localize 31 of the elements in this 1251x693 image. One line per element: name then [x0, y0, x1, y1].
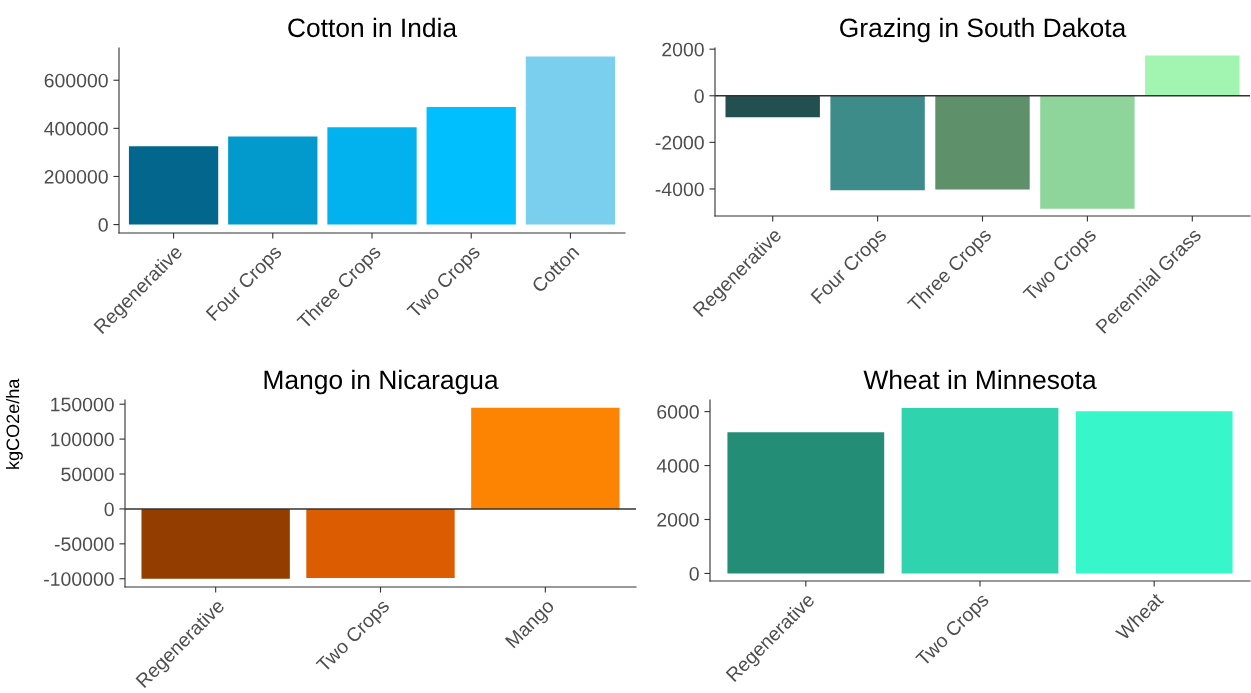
y-tick-label: 2000	[662, 42, 704, 57]
bar	[901, 408, 1059, 574]
bar	[426, 106, 516, 225]
bar	[525, 56, 616, 225]
y-tick-label: 0	[694, 89, 704, 103]
y-tick-label: 0	[689, 566, 699, 581]
chart-title: Cotton in India	[288, 17, 458, 38]
y-tick-label: 200000	[44, 169, 108, 184]
y-tick-label: -100000	[44, 572, 114, 586]
y-tick-label: -4000	[655, 182, 704, 197]
bar	[228, 136, 318, 225]
y-tick-label: 4000	[656, 459, 699, 473]
y-tick-label: 150000	[51, 397, 114, 412]
chart-title: Wheat in Minnesota	[863, 369, 1097, 390]
y-axis-title: kgCO2e/ha	[5, 378, 23, 469]
y-tick-label: 0	[98, 218, 108, 232]
y-tick-label: -2000	[655, 135, 704, 150]
y-tick-label: 0	[104, 502, 114, 517]
y-tick-label: 6000	[657, 405, 699, 419]
chart-title: Grazing in South Dakota	[840, 17, 1127, 43]
bar	[128, 146, 219, 225]
y-tick-label: -50000	[54, 537, 114, 552]
y-tick-label: 600000	[44, 73, 108, 88]
bar	[327, 127, 417, 225]
y-tick-label: 400000	[44, 121, 108, 136]
y-tick-label: 100000	[51, 432, 114, 447]
y-tick-label: 50000	[61, 467, 114, 482]
bar	[727, 432, 885, 574]
bar	[1075, 411, 1233, 574]
chart-title: Mango in Nicaragua	[264, 369, 499, 395]
y-tick-label: 2000	[657, 512, 699, 527]
